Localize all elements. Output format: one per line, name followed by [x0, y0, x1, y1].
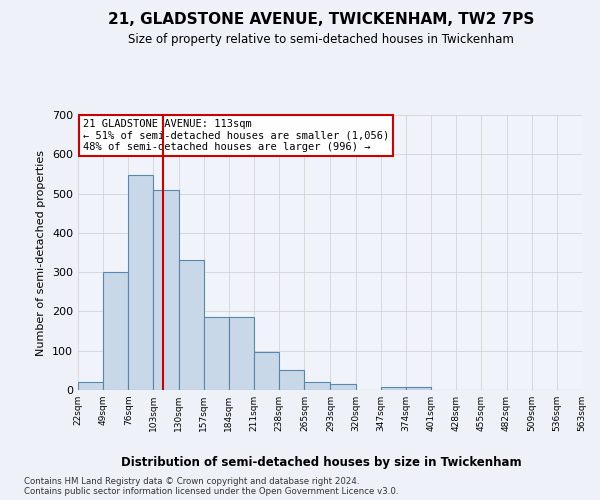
Bar [128, 174, 154, 390]
Text: 21, GLADSTONE AVENUE, TWICKENHAM, TW2 7PS: 21, GLADSTONE AVENUE, TWICKENHAM, TW2 7P… [108, 12, 534, 28]
Text: 21 GLADSTONE AVENUE: 113sqm
← 51% of semi-detached houses are smaller (1,056)
48: 21 GLADSTONE AVENUE: 113sqm ← 51% of sem… [83, 119, 389, 152]
Text: Distribution of semi-detached houses by size in Twickenham: Distribution of semi-detached houses by … [121, 456, 521, 469]
Bar [254, 352, 279, 390]
Bar [381, 387, 406, 390]
Bar [406, 387, 431, 390]
Bar [279, 370, 304, 390]
Bar [331, 384, 356, 390]
Bar [179, 260, 204, 390]
Bar [304, 382, 329, 390]
Bar [204, 318, 229, 390]
Bar [229, 318, 254, 390]
Text: Contains public sector information licensed under the Open Government Licence v3: Contains public sector information licen… [24, 486, 398, 496]
Text: Contains HM Land Registry data © Crown copyright and database right 2024.: Contains HM Land Registry data © Crown c… [24, 476, 359, 486]
Text: Size of property relative to semi-detached houses in Twickenham: Size of property relative to semi-detach… [128, 32, 514, 46]
Bar [78, 382, 103, 390]
Bar [154, 190, 179, 390]
Y-axis label: Number of semi-detached properties: Number of semi-detached properties [37, 150, 46, 356]
Bar [103, 272, 128, 390]
